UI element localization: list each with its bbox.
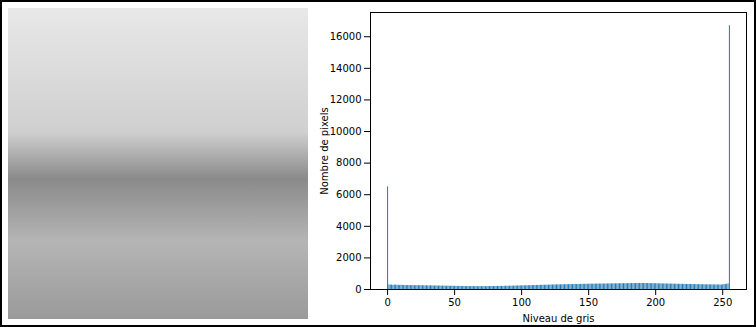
svg-text:12000: 12000 (330, 94, 362, 105)
svg-text:16000: 16000 (330, 31, 362, 42)
svg-text:8000: 8000 (336, 157, 361, 168)
svg-text:100: 100 (512, 297, 531, 308)
svg-text:6000: 6000 (336, 189, 361, 200)
svg-text:0: 0 (355, 284, 361, 295)
svg-text:200: 200 (646, 297, 665, 308)
svg-text:150: 150 (579, 297, 598, 308)
svg-text:2000: 2000 (336, 252, 361, 263)
svg-text:250: 250 (713, 297, 732, 308)
svg-text:4000: 4000 (336, 221, 361, 232)
svg-text:Nombre de pixels: Nombre de pixels (319, 107, 330, 194)
svg-text:Niveau de gris: Niveau de gris (522, 313, 594, 324)
svg-text:10000: 10000 (330, 126, 362, 137)
svg-text:50: 50 (448, 297, 461, 308)
svg-text:0: 0 (384, 297, 390, 308)
svg-text:14000: 14000 (330, 63, 362, 74)
